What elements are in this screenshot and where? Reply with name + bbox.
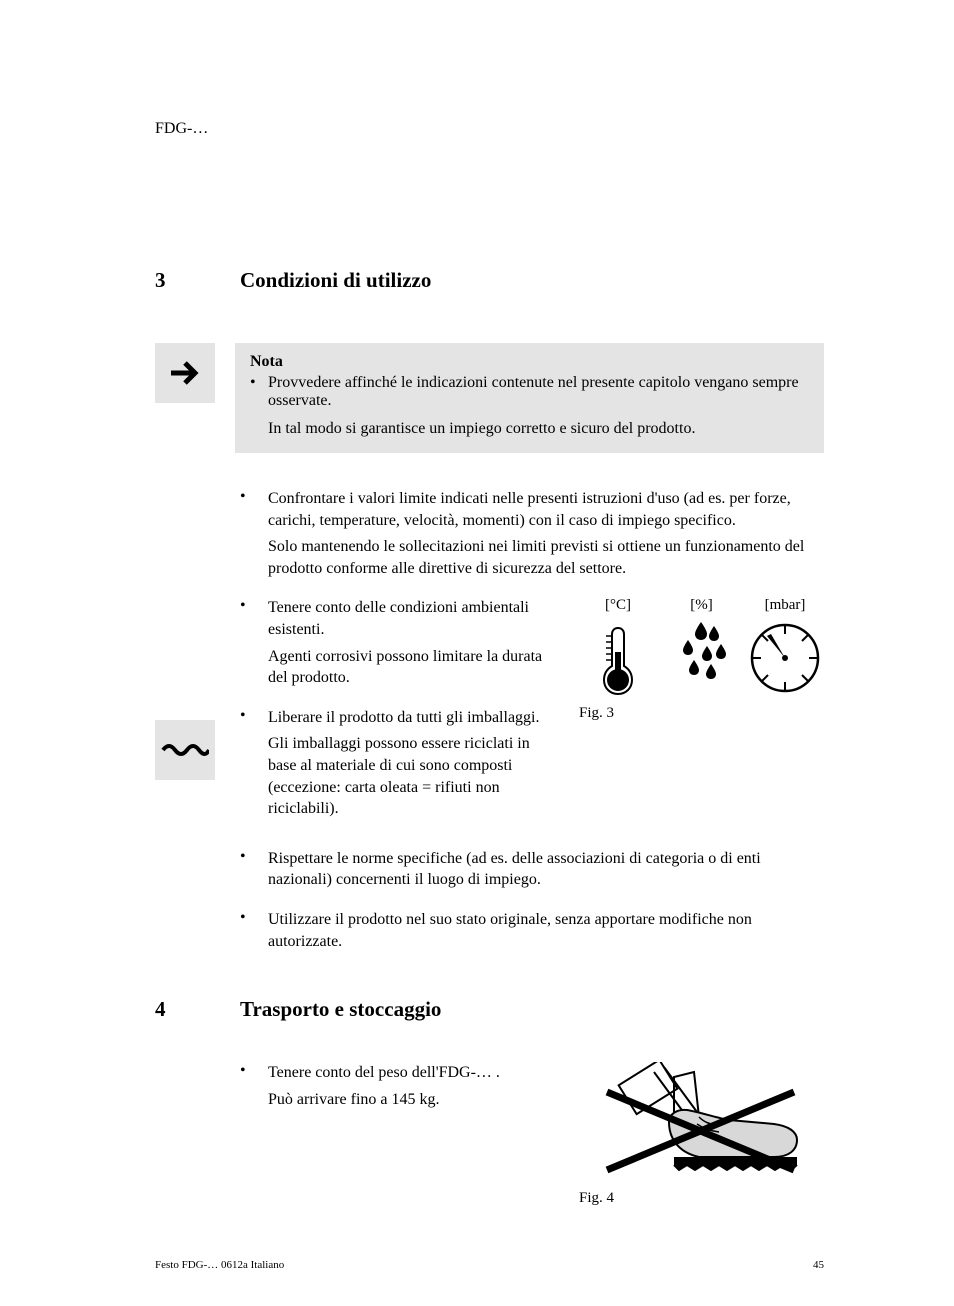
bullet-mark: •	[250, 374, 268, 410]
note-label: Nota	[250, 353, 809, 371]
bullet-item: • Rispettare le norme specifiche (ad es.…	[240, 848, 824, 891]
bullet-mark: •	[240, 1062, 268, 1110]
s4-bullet-1-sub: Può arrivare fino a 145 kg.	[268, 1089, 559, 1111]
gauge-icon	[749, 622, 821, 694]
humidity-icon	[674, 622, 729, 687]
bullet-3-sub: Gli imballaggi possono essere riciclati …	[268, 733, 559, 819]
section-3-number: 3	[155, 268, 240, 293]
bullet-1-sub: Solo mantenendo le sollecitazioni nei li…	[268, 536, 824, 579]
note-conclusion: In tal modo si garantisce un impiego cor…	[268, 420, 809, 438]
product-label: FDG-…	[155, 120, 824, 138]
bullet-mark: •	[240, 597, 268, 688]
fig-4-caption: Fig. 4	[579, 1190, 824, 1207]
note-bullet-text: Provvedere affinché le indicazioni conte…	[268, 374, 809, 410]
bullet-item: • Utilizzare il prodotto nel suo stato o…	[240, 909, 824, 952]
footer-left: Festo FDG-… 0612a Italiano	[155, 1259, 284, 1271]
arrow-right-icon	[155, 343, 215, 403]
footer-page-number: 45	[813, 1259, 824, 1271]
bullet-mark: •	[240, 707, 268, 820]
bullet-mark: •	[240, 848, 268, 891]
bullet-2-text: Tenere conto delle condizioni ambientali…	[268, 597, 559, 640]
bullet-item: • Liberare il prodotto da tutti gli imba…	[240, 707, 559, 820]
bullet-item: • Tenere conto del peso dell'FDG-… . Può…	[240, 1062, 559, 1110]
temp-label: [°C]	[579, 597, 657, 614]
note-block: Nota • Provvedere affinché le indicazion…	[155, 343, 824, 453]
bullet-mark: •	[240, 909, 268, 952]
foot-warning-icon	[579, 1062, 809, 1182]
bullet-item: • Tenere conto delle condizioni ambienta…	[240, 597, 559, 688]
section-4-number: 4	[155, 997, 240, 1022]
wavy-icon	[155, 720, 215, 780]
section-4-heading: 4 Trasporto e stoccaggio	[155, 997, 824, 1022]
section-3-title: Condizioni di utilizzo	[240, 268, 431, 293]
pressure-label: [mbar]	[746, 597, 824, 614]
page-footer: Festo FDG-… 0612a Italiano 45	[155, 1259, 824, 1271]
bullet-5-text: Utilizzare il prodotto nel suo stato ori…	[268, 909, 824, 952]
section-3-heading: 3 Condizioni di utilizzo	[155, 268, 824, 293]
humidity-label: [%]	[663, 597, 741, 614]
bullet-3-text: Liberare il prodotto da tutti gli imball…	[268, 707, 559, 729]
fig-3-caption: Fig. 3	[579, 705, 824, 722]
bullet-item: • Confrontare i valori limite indicati n…	[240, 488, 824, 579]
bullet-2-sub: Agenti corrosivi possono limitare la dur…	[268, 646, 559, 689]
section-4-title: Trasporto e stoccaggio	[240, 997, 441, 1022]
bullet-1-text: Confrontare i valori limite indicati nel…	[268, 488, 824, 531]
thermometer-icon	[596, 622, 640, 697]
bullet-4-text: Rispettare le norme specifiche (ad es. d…	[268, 848, 824, 891]
bullet-mark: •	[240, 488, 268, 579]
s4-bullet-1-text: Tenere conto del peso dell'FDG-… .	[268, 1062, 559, 1084]
